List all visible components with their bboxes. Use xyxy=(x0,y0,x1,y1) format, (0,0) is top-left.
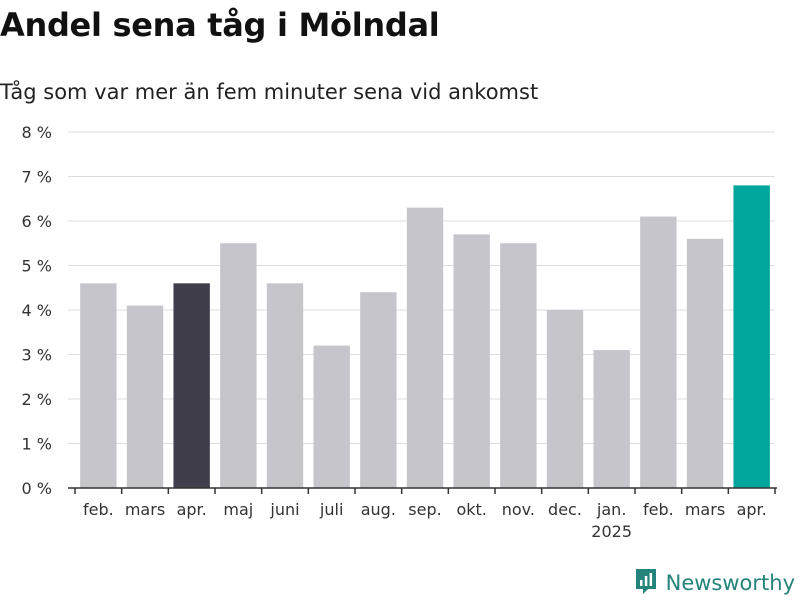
bar xyxy=(126,305,164,488)
x-tick-label: mars xyxy=(125,500,165,519)
x-tick-label: dec. xyxy=(548,500,582,519)
bar-chart: 0 % 1 % 2 % 3 % 4 % 5 % 6 % 7 % 8 % feb. mars apr.… xyxy=(22,123,777,541)
bar xyxy=(546,310,584,488)
brand-logo[interactable]: Newsworthy xyxy=(634,568,795,598)
x-tick-label: juni xyxy=(269,500,299,519)
x-tick-label: mars xyxy=(685,500,725,519)
chart-subtitle: Tåg som var mer än fem minuter sena vid … xyxy=(0,80,539,104)
x-axis xyxy=(68,487,777,494)
y-tick-label: 1 % xyxy=(22,435,52,454)
y-axis-tick-labels: 0 % 1 % 2 % 3 % 4 % 5 % 6 % 7 % 8 % xyxy=(22,123,52,498)
x-year-label: 2025 xyxy=(591,522,632,541)
x-tick-label: okt. xyxy=(456,500,486,519)
y-tick-label: 8 % xyxy=(22,123,52,142)
bar xyxy=(453,234,490,488)
x-tick-label: nov. xyxy=(502,500,535,519)
x-tick-label: sep. xyxy=(408,500,441,519)
bars xyxy=(80,185,770,489)
bar xyxy=(313,345,350,488)
y-tick-label: 2 % xyxy=(22,390,52,409)
x-tick-label: maj xyxy=(223,500,253,519)
bar xyxy=(640,216,677,489)
y-tick-label: 7 % xyxy=(22,168,52,187)
x-tick-label: jan. xyxy=(596,500,626,519)
bar xyxy=(593,350,630,488)
bar xyxy=(173,283,210,488)
newsworthy-logo-icon xyxy=(634,567,658,599)
x-tick-label: juli xyxy=(319,500,343,519)
x-tick-label: aug. xyxy=(361,500,396,519)
x-tick-label: apr. xyxy=(177,500,207,519)
y-tick-label: 4 % xyxy=(22,301,52,320)
x-axis-tick-labels: feb. mars apr. maj juni juli aug. sep. okt. nov. d… xyxy=(83,500,767,541)
y-tick-label: 0 % xyxy=(22,479,52,498)
bar xyxy=(406,207,444,488)
x-tick-label: feb. xyxy=(643,500,674,519)
bar xyxy=(80,283,117,488)
chart-title: Andel sena tåg i Mölndal xyxy=(0,6,440,44)
bar xyxy=(220,243,257,488)
x-tick-label: feb. xyxy=(83,500,114,519)
x-tick-label: apr. xyxy=(737,500,767,519)
bar xyxy=(266,283,304,488)
bar xyxy=(686,238,724,488)
y-tick-label: 5 % xyxy=(22,257,52,276)
bar xyxy=(360,292,397,488)
y-tick-label: 6 % xyxy=(22,212,52,231)
brand-name: Newsworthy xyxy=(665,571,795,595)
y-tick-label: 3 % xyxy=(22,346,52,365)
bar xyxy=(733,185,770,488)
bar xyxy=(500,243,537,488)
